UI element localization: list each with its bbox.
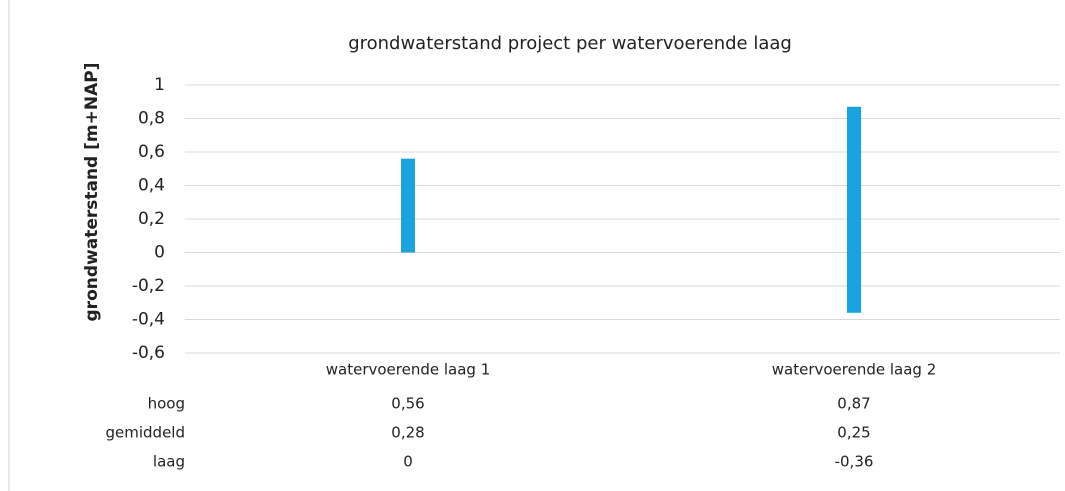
x-tick-label: watervoerende laag 1 xyxy=(326,361,491,379)
y-tick-label: 0,4 xyxy=(138,176,165,196)
table-row-label: gemiddeld xyxy=(106,424,186,442)
table-row-label: hoog xyxy=(148,395,185,413)
table-cell: 0 xyxy=(403,453,413,471)
table-cell: 0,87 xyxy=(837,395,870,413)
range-bar xyxy=(401,158,415,253)
y-tick-label: 1 xyxy=(154,75,165,95)
y-tick-label: 0,8 xyxy=(138,109,165,129)
y-tick-label: -0,4 xyxy=(132,310,165,330)
table-row-label: laag xyxy=(153,453,185,471)
y-tick-label: 0,2 xyxy=(138,209,165,229)
chart-title: grondwaterstand project per watervoerend… xyxy=(348,33,792,54)
y-tick-label: 0 xyxy=(154,243,165,263)
x-tick-label: watervoerende laag 2 xyxy=(772,361,937,379)
table-cell: -0,36 xyxy=(835,453,874,471)
range-bar xyxy=(847,106,861,313)
y-tick-label: 0,6 xyxy=(138,142,165,162)
y-tick-label: -0,6 xyxy=(132,343,165,363)
y-tick-label: -0,2 xyxy=(132,276,165,296)
table-cell: 0,28 xyxy=(391,424,424,442)
y-axis-label: grondwaterstand [m+NAP] xyxy=(82,63,102,322)
table-cell: 0,25 xyxy=(837,424,870,442)
table-cell: 0,56 xyxy=(391,395,424,413)
